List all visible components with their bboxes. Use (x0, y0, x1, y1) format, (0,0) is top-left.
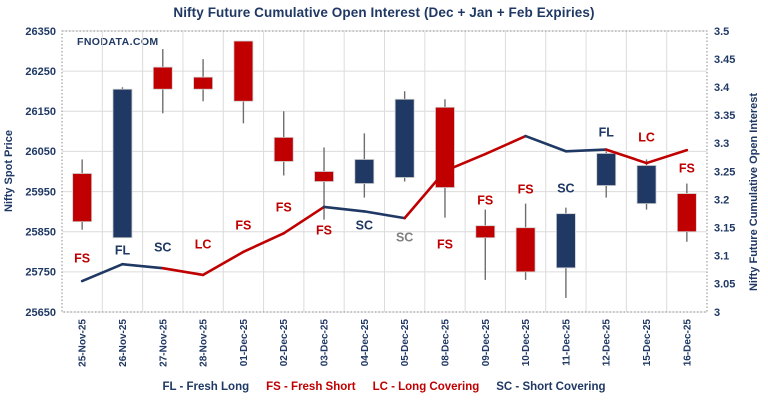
candle-body (193, 76, 213, 90)
y-tick-label-right: 3.25 (714, 166, 735, 178)
candle-action-label: SC (356, 219, 373, 233)
x-tick-label: 16-Dec-25 (682, 319, 693, 367)
y-tick-label-left: 25950 (25, 186, 56, 198)
candle-body (354, 159, 375, 184)
candle-action-label: SC (557, 182, 574, 196)
candle-action-label: FS (437, 238, 453, 252)
x-tick-label: 09-Dec-25 (481, 319, 492, 367)
y-tick-label-right: 3.05 (714, 279, 735, 291)
x-tick-label: 02-Dec-25 (279, 319, 290, 367)
candle-action-label: FS (235, 219, 251, 233)
x-tick-label: 08-Dec-25 (440, 319, 451, 367)
y-tick-label-left: 25650 (25, 307, 56, 319)
x-tick-label: 25-Nov-25 (78, 319, 89, 367)
oi-line-segment (645, 148, 689, 165)
candle-body (394, 98, 415, 178)
candle-body (72, 173, 93, 223)
y-tick-label-right: 3.35 (714, 110, 735, 122)
candle-body (596, 153, 617, 186)
candle-action-label: FS (74, 252, 90, 266)
candle-body (233, 40, 254, 102)
x-tick-label: 27-Nov-25 (158, 319, 169, 367)
candle-action-label: FL (599, 126, 615, 140)
y-tick-label-left: 25750 (25, 267, 56, 279)
candle-body (112, 88, 133, 239)
oi-line-segment (443, 152, 487, 173)
candle-action-label: LC (195, 238, 212, 252)
candle-action-label: FS (477, 194, 493, 208)
chart-title: Nifty Future Cumulative Open Interest (D… (173, 5, 595, 20)
y-tick-label-left: 26250 (25, 66, 56, 78)
oi-line-segment (201, 250, 245, 277)
plot-border (61, 30, 708, 313)
candle-action-label: LC (638, 131, 655, 145)
candle-body (475, 225, 496, 239)
candle-body (152, 66, 173, 90)
oi-line-segment (282, 205, 326, 235)
y-tick-label-left: 26350 (25, 26, 56, 38)
candle-body (435, 106, 455, 188)
oi-line-segment (80, 262, 124, 283)
y-tick-label-left: 26150 (25, 106, 56, 118)
candle-body (556, 213, 576, 269)
x-tick-label: 04-Dec-25 (360, 319, 371, 367)
candle-body (515, 227, 536, 273)
legend-item: LC - Long Covering (372, 381, 480, 393)
oi-line-segment (121, 262, 165, 270)
y-tick-label-right: 3 (714, 307, 720, 319)
candle-action-label: SC (396, 231, 413, 245)
candle-action-label: SC (154, 241, 171, 255)
x-tick-label: 05-Dec-25 (400, 319, 411, 367)
y-tick-label-right: 3.3 (714, 138, 729, 150)
legend-item: FS - Fresh Short (266, 381, 356, 393)
candle-body (676, 193, 697, 233)
candle-body (273, 136, 294, 162)
x-tick-label: 11-Dec-25 (561, 319, 572, 366)
y-tick-label-left: 25850 (25, 227, 56, 239)
candle-action-label: FS (276, 201, 292, 215)
oi-line-segment (242, 232, 286, 254)
candle-action-label: FS (316, 224, 332, 238)
candle-action-label: FL (115, 244, 131, 258)
y-tick-label-right: 3.4 (714, 82, 730, 94)
watermark: FNODATA.COM (77, 36, 159, 48)
x-tick-label: 28-Nov-25 (199, 319, 210, 367)
x-tick-label: 03-Dec-25 (320, 319, 331, 367)
x-tick-label: 15-Dec-25 (642, 319, 653, 367)
oi-line-segment (564, 148, 608, 153)
y-tick-label-right: 3.1 (714, 251, 729, 263)
oi-line-segment (322, 205, 366, 213)
candle-action-label: FS (518, 183, 534, 197)
oi-line-segment (483, 134, 527, 156)
y-tick-label-right: 3.2 (714, 194, 729, 206)
x-tick-label: 01-Dec-25 (239, 319, 250, 367)
x-tick-label: 10-Dec-25 (521, 319, 532, 367)
candle-body (636, 165, 657, 205)
y-tick-label-right: 3.45 (714, 54, 735, 66)
oi-line-segment (363, 210, 406, 220)
candle-action-label: FS (679, 162, 695, 176)
candle-body (314, 171, 334, 182)
y-tick-label-left: 26050 (25, 146, 56, 158)
oi-line-segment (524, 134, 568, 153)
legend: FL - Fresh Long FS - Fresh Short LC - Long… (0, 381, 768, 393)
legend-item: SC - Short Covering (496, 381, 606, 393)
y-tick-label-right: 3.5 (714, 26, 729, 38)
oi-line-segment (403, 169, 447, 220)
oi-line-segment (604, 148, 648, 165)
y-tick-label-right: 3.15 (714, 223, 735, 235)
legend-item: FL - Fresh Long (162, 381, 250, 393)
x-tick-label: 12-Dec-25 (602, 319, 613, 367)
oi-line-segment (161, 266, 205, 277)
x-tick-label: 26-Nov-25 (118, 319, 129, 367)
